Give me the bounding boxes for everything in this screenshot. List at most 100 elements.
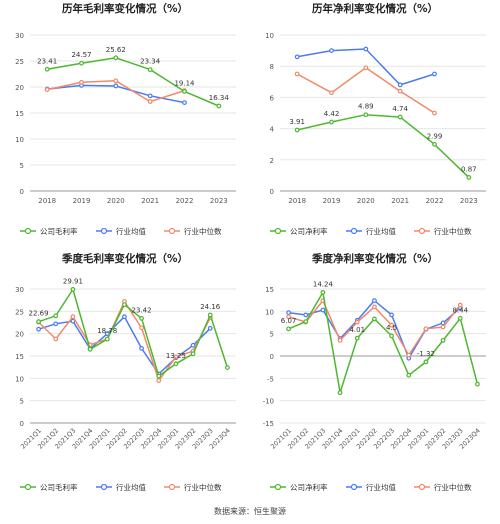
legend-label: 行业均值 [366,482,396,492]
annual-gross-margin-chart: 历年毛利率变化情况（%） 0 5 10 15 20 25 30 2018 2019 2020 2021… [15,2,236,236]
data-point [87,346,93,352]
x-tick-label: 2018 [38,197,56,205]
data-point [457,302,463,308]
x-tick-label: 2020 [107,197,125,205]
y-tick-label: 0 [20,188,24,196]
x-tick-label: 2023 [210,197,228,205]
data-point [139,346,144,351]
y-tick-label: 10 [265,308,274,316]
series-line [38,287,229,378]
data-point [79,60,84,66]
legend-label: 行业中位数 [184,226,222,236]
x-tick-label: 2018 [288,197,306,205]
data-point [294,71,300,77]
data-point [207,325,213,331]
data-point [440,337,446,343]
legend-label: 行业中位数 [434,482,472,492]
data-point [190,351,196,357]
y-tick-label: 0 [270,353,274,361]
data-point [457,315,463,321]
data-point [337,337,343,343]
data-point [320,289,326,295]
data-point [397,114,403,120]
data-point [207,312,213,318]
legend-swatch-marker [274,227,282,235]
data-point [113,83,119,89]
data-label: 19.14 [174,79,195,87]
data-point [70,318,76,324]
data-label: 6.07 [281,317,297,325]
legend-label: 公司净利率 [290,226,328,236]
data-label: 22.69 [29,310,49,318]
data-label: 14.24 [313,280,334,288]
data-point [286,314,291,320]
data-point [406,352,412,358]
data-point [53,336,59,342]
legend-swatch-marker [24,227,32,235]
legend-label: 行业中位数 [434,226,472,236]
data-point [36,319,41,325]
data-point [147,67,153,73]
data-point [432,110,437,116]
legend-swatch-marker [274,483,282,491]
data-point [122,302,127,308]
legend-swatch-marker [168,483,176,491]
data-point [432,141,437,147]
y-tick-label: 8 [270,63,274,71]
x-tick-label: 2021 [391,197,409,205]
data-point [44,66,50,72]
data-point [363,46,369,52]
x-tick-label: 2019 [323,197,341,205]
data-point [303,312,309,318]
data-point [475,381,480,387]
legend-swatch-marker [168,227,176,235]
quarterly-gross-margin-chart: 季度毛利率变化情况（%）0510152025302021Q12021Q22021… [15,252,236,492]
data-label: 24.57 [71,51,91,59]
x-tick-label: 2022 [176,197,194,205]
y-tick-label: 25 [15,308,24,316]
y-tick-label: 10 [15,136,24,144]
x-tick-label: 2021 [141,197,159,205]
y-tick-label: 20 [15,84,24,92]
data-point [36,326,41,332]
chart-title: 历年净利率变化情况（%） [312,2,438,15]
data-point [303,319,309,325]
data-label: 4.42 [324,110,340,118]
data-label: 16.34 [209,94,230,102]
data-point [363,112,369,118]
data-point [286,310,291,316]
legend-swatch-marker [350,483,358,491]
x-tick-label: 2020 [357,197,375,205]
data-label: 4.74 [392,105,408,113]
data-label: -1.32 [417,350,435,358]
data-point [156,373,162,379]
data-point [113,78,119,84]
data-point [372,316,377,322]
data-point [329,119,334,125]
series-line [47,57,220,107]
legend-label: 公司净利率 [290,482,328,492]
series-line [38,299,211,383]
data-label: 18.78 [97,327,117,335]
data-point [397,88,403,94]
data-point [113,55,119,61]
y-tick-label: 10 [265,32,274,40]
legend-swatch-marker [100,483,108,491]
y-tick-label: 0 [20,420,24,428]
data-point [182,89,187,94]
data-label: 4.01 [349,326,365,334]
data-point [104,336,110,342]
data-point [139,315,144,321]
legend-swatch-marker [418,227,426,235]
y-tick-label: 15 [265,286,274,294]
legend-label: 行业中位数 [184,482,222,492]
data-point [406,372,412,378]
data-point [139,325,144,331]
legend-label: 公司毛利率 [40,482,78,492]
data-point [389,333,394,339]
data-point [389,322,394,328]
legend-swatch-marker [350,227,358,235]
data-point [354,319,360,325]
data-point [337,390,343,396]
data-point [156,378,162,383]
